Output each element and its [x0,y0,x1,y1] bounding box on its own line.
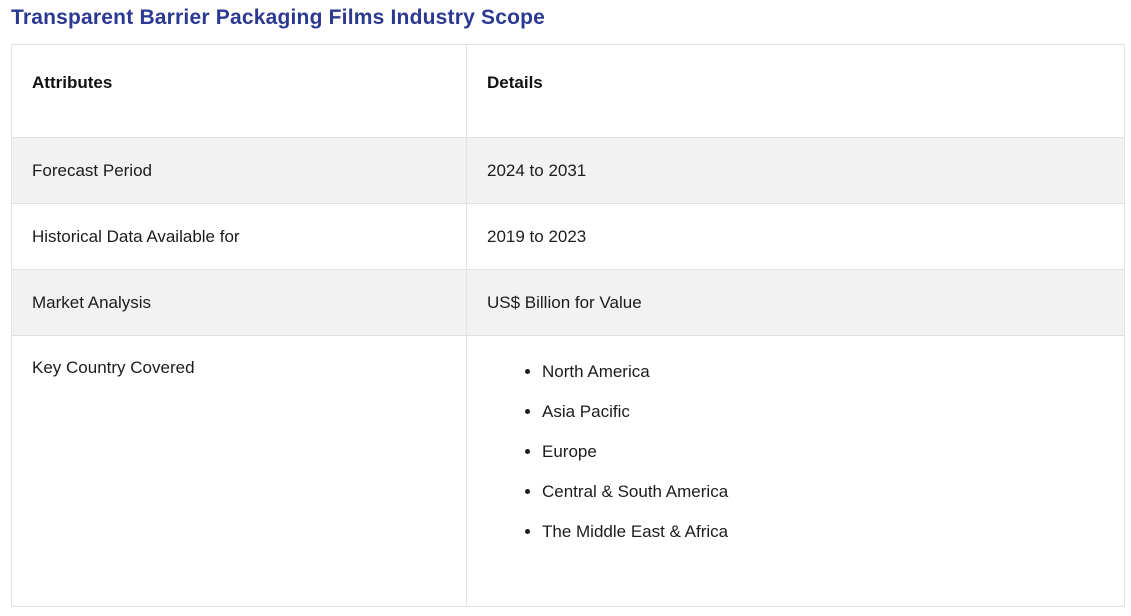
country-list-item: Asia Pacific [542,402,1104,422]
attribute-cell: Key Country Covered [11,335,467,607]
industry-scope-table: Attributes Details Forecast Period 2024 … [11,44,1125,607]
attribute-cell: Forecast Period [11,137,467,204]
table-row-forecast-period: Forecast Period 2024 to 2031 [11,137,1125,204]
detail-cell: 2019 to 2023 [466,203,1125,270]
country-list-item: North America [542,362,1104,382]
country-list-item: Central & South America [542,482,1104,502]
attribute-cell: Market Analysis [11,269,467,336]
table-header-row: Attributes Details [11,44,1125,138]
table-row-market-analysis: Market Analysis US$ Billion for Value [11,269,1125,336]
detail-cell: 2024 to 2031 [466,137,1125,204]
table-row-historical-data: Historical Data Available for 2019 to 20… [11,203,1125,270]
detail-cell: North America Asia Pacific Europe Centra… [466,335,1125,607]
attribute-cell: Historical Data Available for [11,203,467,270]
column-header-details: Details [466,44,1125,138]
country-list-item: Europe [542,442,1104,462]
detail-cell: US$ Billion for Value [466,269,1125,336]
page-title: Transparent Barrier Packaging Films Indu… [11,6,546,29]
country-list-item: The Middle East & Africa [542,522,1104,542]
table-row-key-country: Key Country Covered North America Asia P… [11,335,1125,607]
column-header-attributes: Attributes [11,44,467,138]
country-list: North America Asia Pacific Europe Centra… [487,362,1104,542]
